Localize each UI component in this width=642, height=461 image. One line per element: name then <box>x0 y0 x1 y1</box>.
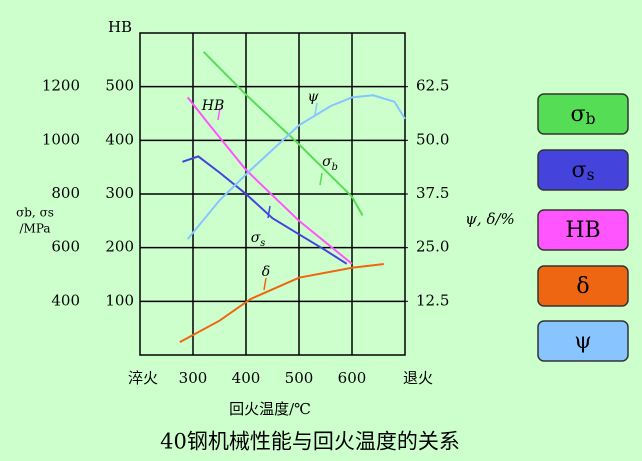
y3-tick-label: 400 <box>51 291 80 309</box>
legend-button[interactable] <box>537 265 629 307</box>
series-line <box>182 155 348 265</box>
series-line <box>186 94 406 240</box>
x-right-label: 退火 <box>403 369 433 387</box>
annotation-leader <box>217 107 221 121</box>
y3-axis-title: σb, σs <box>16 206 54 220</box>
y3-tick-label: 1000 <box>42 130 80 148</box>
annotation-leader <box>267 205 271 219</box>
y-tick-label: 500 <box>105 77 134 95</box>
y2-tick-label: 62.5 <box>416 77 449 95</box>
x-left-label: 淬火 <box>128 369 158 387</box>
legend-button[interactable] <box>537 93 629 135</box>
annotation-leader <box>263 277 267 291</box>
curve-label: HB <box>201 98 225 114</box>
x-axis-title: 回火温度/℃ <box>229 400 311 418</box>
legend-label[interactable]: HB <box>565 218 600 243</box>
y2-tick-label: 25.0 <box>416 238 449 256</box>
y2-tick-label: 12.5 <box>416 291 449 309</box>
y-tick-label: 400 <box>105 130 134 148</box>
series-line <box>186 96 353 265</box>
curve-label: ψ <box>308 89 320 105</box>
y3-tick-label: 800 <box>51 184 80 202</box>
legend-label[interactable]: ψ <box>574 329 591 354</box>
y-tick-label: 100 <box>105 291 134 309</box>
annotation-leader <box>319 172 323 186</box>
x-tick-label: 300 <box>179 369 208 387</box>
series-line <box>202 51 364 216</box>
y-tick-label: 200 <box>105 238 134 256</box>
y2-axis-title: ψ, δ/% <box>465 210 515 228</box>
legend-button[interactable] <box>537 149 629 191</box>
legend-label[interactable]: δ <box>576 274 589 299</box>
y3-tick-label: 1200 <box>42 77 80 95</box>
legend-label[interactable]: σs <box>572 158 595 184</box>
y3-tick-label: 600 <box>51 238 80 256</box>
x-tick-label: 600 <box>338 369 367 387</box>
y2-tick-label: 50.0 <box>416 130 449 148</box>
legend-button[interactable] <box>537 209 629 251</box>
legend-label[interactable]: σb <box>571 102 596 128</box>
curve-label: σs <box>251 230 266 249</box>
curve-label: σb <box>322 154 338 173</box>
chart-title: 40钢机械性能与回火温度的关系 <box>160 430 460 454</box>
curve-label: δ <box>262 264 270 280</box>
series-line <box>179 263 384 343</box>
annotation-leader <box>314 102 318 116</box>
y-tick-label: 300 <box>105 184 134 202</box>
y2-tick-label: 37.5 <box>416 184 449 202</box>
legend-button[interactable] <box>537 320 629 362</box>
y-axis-title: HB <box>108 18 132 36</box>
x-tick-label: 400 <box>232 369 261 387</box>
x-tick-label: 500 <box>285 369 314 387</box>
y3-axis-title: /MPa <box>19 222 50 236</box>
